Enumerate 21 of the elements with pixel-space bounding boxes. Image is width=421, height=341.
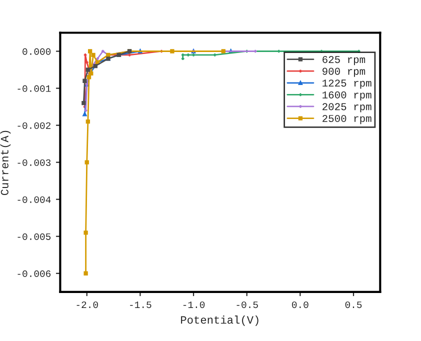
legend-label: 625 rpm — [322, 56, 366, 66]
x-tick-label: -2.0 — [76, 301, 98, 308]
y-tick-label: -0.004 — [18, 196, 51, 203]
x-tick-label: 0.5 — [345, 301, 362, 308]
y-tick-label: -0.003 — [18, 159, 51, 166]
y-tick-label: -0.002 — [18, 122, 50, 129]
y-axis-title: Current(A) — [0, 130, 11, 196]
legend-label: 2025 rpm — [322, 103, 372, 112]
y-tick-label: 0.000 — [22, 48, 51, 55]
legend-label: 900 rpm — [322, 68, 366, 77]
x-tick-label: -1.0 — [183, 301, 205, 308]
y-tick-label: -0.001 — [18, 85, 51, 92]
legend-label: 1600 rpm — [322, 91, 372, 101]
y-tick-label: -0.005 — [18, 233, 51, 240]
y-tick-label: -0.006 — [18, 270, 51, 278]
x-tick-label: -1.5 — [130, 302, 152, 308]
legend-label: 2500 rpm — [322, 114, 372, 124]
x-axis-title: Potential(V) — [181, 316, 258, 326]
x-tick-label: -0.5 — [236, 301, 258, 308]
legend-label: 1225 rpm — [322, 80, 372, 89]
x-tick-label: 0.0 — [292, 301, 308, 308]
